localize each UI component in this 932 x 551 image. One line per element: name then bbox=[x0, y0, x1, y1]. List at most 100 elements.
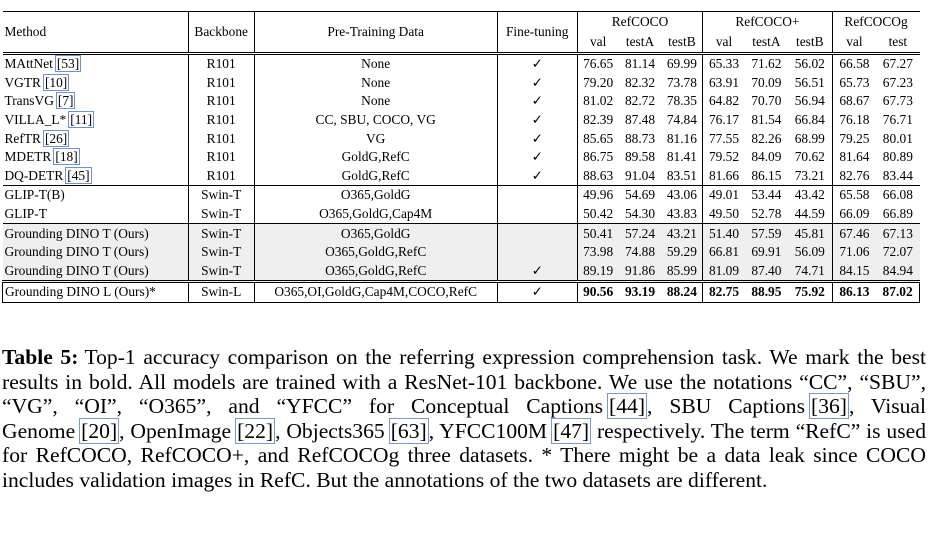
score-cell: 91.04 bbox=[624, 167, 656, 183]
finetuning-cell: ✓ bbox=[497, 166, 578, 186]
score-cell: 82.26 bbox=[751, 130, 782, 146]
method-cell: GLIP-T(B) bbox=[2, 185, 189, 205]
checkmark: ✓ bbox=[531, 284, 543, 300]
method-name: RefTR bbox=[4, 130, 41, 146]
pretraining-cell: O365,GoldG,RefC bbox=[254, 261, 498, 282]
score-cell: 64.82 bbox=[708, 93, 740, 109]
score-cell: 80.01 bbox=[882, 130, 913, 146]
checkmark: ✓ bbox=[531, 130, 543, 146]
finetuning-cell bbox=[497, 242, 578, 262]
score-cell: 87.48 bbox=[624, 112, 656, 128]
method-name: TransVG bbox=[4, 93, 54, 109]
score-cell: 67.46 bbox=[832, 223, 877, 243]
pretraining-cell: O365,OI,GoldG,Cap4M,COCO,RefC bbox=[254, 280, 498, 303]
backbone-cell: Swin-T bbox=[188, 223, 255, 243]
score-cell: 86.15 bbox=[751, 167, 782, 183]
score-cell: 50.42 bbox=[583, 206, 614, 222]
score-cell: 67.73 bbox=[882, 93, 913, 109]
caption-label: Table 5: bbox=[2, 345, 79, 369]
citation: [63] bbox=[388, 417, 429, 444]
table-row: VILLA_L* [11] R101 CC, SBU, COCO, VG ✓ 82.39 8… bbox=[2, 110, 920, 130]
score-cell: 70.09 bbox=[751, 74, 782, 90]
sub-header: val bbox=[577, 32, 619, 55]
citation: [22] bbox=[235, 417, 276, 444]
score-cell: 88.95 bbox=[744, 280, 788, 303]
score-cell: 68.99 bbox=[787, 129, 833, 148]
score-cell: 56.09 bbox=[787, 242, 833, 262]
header-row: Method Backbone Pre-Training Data Fine-tuni… bbox=[2, 11, 920, 55]
pretraining-cell: GoldG,RefC bbox=[254, 147, 498, 167]
backbone-cell: R101 bbox=[188, 147, 255, 167]
score-cell: 88.63 bbox=[583, 167, 614, 183]
score-cell: 79.25 bbox=[839, 130, 870, 146]
score-cell: 68.67 bbox=[839, 93, 870, 109]
backbone-cell: Swin-T bbox=[188, 185, 255, 205]
pretraining-cell: None bbox=[254, 92, 498, 111]
score-cell: 87.40 bbox=[744, 261, 788, 282]
method-cell: Grounding DINO T (Ours) bbox=[2, 223, 189, 243]
table-row: RefTR [26] R101 VG ✓ 85.65 88.73 81.16 77.55 82.2… bbox=[2, 129, 920, 148]
score-cell: 83.51 bbox=[661, 166, 704, 186]
score-cell: 82.39 bbox=[583, 112, 614, 128]
score-cell: 84.15 bbox=[832, 261, 877, 282]
group-header: RefCOCO+ bbox=[702, 11, 833, 32]
table-row: Grounding DINO L (Ours)* Swin-L O365,OI,Go… bbox=[2, 280, 921, 303]
score-cell: 80.89 bbox=[882, 149, 913, 165]
score-cell: 69.91 bbox=[744, 242, 788, 262]
score-cell: 43.83 bbox=[661, 204, 704, 224]
sub-header: testB bbox=[661, 32, 704, 55]
score-cell: 87.02 bbox=[876, 280, 921, 303]
table-row: GLIP-T Swin-T O365,GoldG,Cap4M 50.42 54.30 43… bbox=[2, 204, 920, 224]
score-cell: 86.13 bbox=[832, 280, 877, 303]
score-cell: 44.59 bbox=[787, 204, 833, 224]
pretraining-cell: None bbox=[254, 73, 498, 93]
score-cell: 66.81 bbox=[702, 242, 745, 262]
score-cell: 67.23 bbox=[882, 74, 913, 90]
score-cell: 66.09 bbox=[839, 206, 870, 222]
backbone-cell: R101 bbox=[188, 110, 255, 130]
score-cell: 74.88 bbox=[618, 242, 662, 262]
score-cell: 56.02 bbox=[787, 53, 833, 74]
score-cell: 65.73 bbox=[839, 74, 870, 90]
score-cell: 71.06 bbox=[832, 242, 877, 262]
score-cell: 85.65 bbox=[583, 130, 614, 146]
score-cell: 81.66 bbox=[708, 167, 740, 183]
citation: [45] bbox=[65, 166, 92, 184]
method-cell: MAttNet [53] bbox=[2, 53, 189, 74]
table-row: MDETR [18] R101 GoldG,RefC ✓ 86.75 89.58 81.41 7… bbox=[2, 147, 920, 167]
finetuning-cell bbox=[497, 223, 578, 243]
score-cell: 57.59 bbox=[744, 223, 788, 243]
table-row: GLIP-T(B) Swin-T O365,GoldG 49.96 54.69 43.06… bbox=[2, 185, 920, 205]
table-row: DQ-DETR [45] R101 GoldG,RefC ✓ 88.63 91.04 83.5… bbox=[2, 166, 920, 186]
group-header: RefCOCO bbox=[577, 11, 704, 32]
score-cell: 54.30 bbox=[624, 206, 656, 222]
finetuning-cell: ✓ bbox=[497, 73, 578, 93]
finetuning-cell: ✓ bbox=[497, 129, 578, 148]
finetuning-cell bbox=[497, 204, 578, 224]
score-cell: 63.91 bbox=[708, 74, 740, 90]
citation: [53] bbox=[54, 55, 82, 73]
score-cell: 76.71 bbox=[882, 112, 913, 128]
table-row: VGTR [10] R101 None ✓ 79.20 82.32 73.78 63.91 70.… bbox=[2, 73, 920, 93]
sub-header: test bbox=[876, 32, 920, 55]
column-header: Backbone bbox=[188, 11, 255, 55]
method-cell: Grounding DINO L (Ours)* bbox=[2, 280, 189, 303]
caption-text: respectively. The term “RefC” is used fo… bbox=[2, 418, 926, 492]
score-cell: 73.78 bbox=[661, 73, 704, 93]
results-table: Method Backbone Pre-Training Data Fine-tuni… bbox=[2, 11, 921, 303]
score-cell: 54.69 bbox=[618, 185, 662, 205]
method-name: MAttNet bbox=[4, 56, 53, 72]
citation: [10] bbox=[42, 73, 70, 91]
column-header: Fine-tuning bbox=[497, 11, 578, 55]
score-cell: 89.58 bbox=[624, 149, 656, 165]
citation: [36] bbox=[809, 393, 849, 420]
score-cell: 82.32 bbox=[624, 74, 656, 90]
score-cell: 74.71 bbox=[787, 261, 833, 282]
method-name: Grounding DINO T (Ours) bbox=[4, 244, 149, 260]
sub-header: testA bbox=[744, 32, 788, 55]
finetuning-cell: ✓ bbox=[497, 110, 578, 130]
method-name: MDETR bbox=[4, 149, 52, 165]
backbone-cell: R101 bbox=[188, 92, 255, 111]
score-cell: 67.13 bbox=[876, 223, 920, 243]
score-cell: 86.75 bbox=[583, 149, 614, 165]
